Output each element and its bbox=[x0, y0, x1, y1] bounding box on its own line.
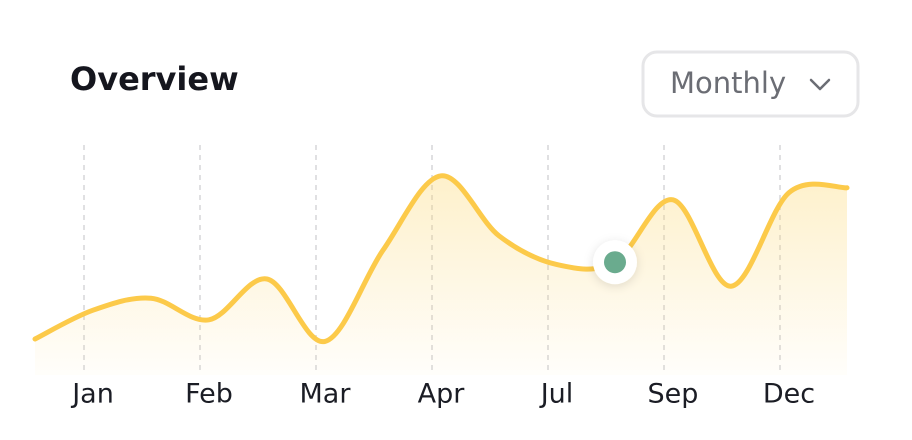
x-tick-label: Apr bbox=[418, 379, 466, 410]
x-tick-label: Feb bbox=[185, 379, 233, 410]
chevron[interactable] bbox=[809, 78, 831, 91]
period-dropdown[interactable]: Monthly bbox=[641, 50, 860, 118]
dropdown-box[interactable] bbox=[641, 50, 860, 118]
x-tick-label: Jul bbox=[539, 379, 574, 410]
x-tick-label: Sep bbox=[648, 379, 699, 410]
title: Overview bbox=[70, 60, 239, 98]
x-tick-label: Dec bbox=[763, 379, 815, 410]
line bbox=[32, 173, 850, 344]
dropdown-label[interactable]: Monthly bbox=[670, 66, 786, 100]
area bbox=[35, 175, 847, 375]
highlight-point bbox=[604, 251, 626, 274]
x-tick-label: Mar bbox=[300, 379, 352, 410]
x-tick-label: Jan bbox=[70, 379, 114, 410]
plot: Jan Feb Mar Apr Jul Sep Dec bbox=[32, 145, 850, 410]
